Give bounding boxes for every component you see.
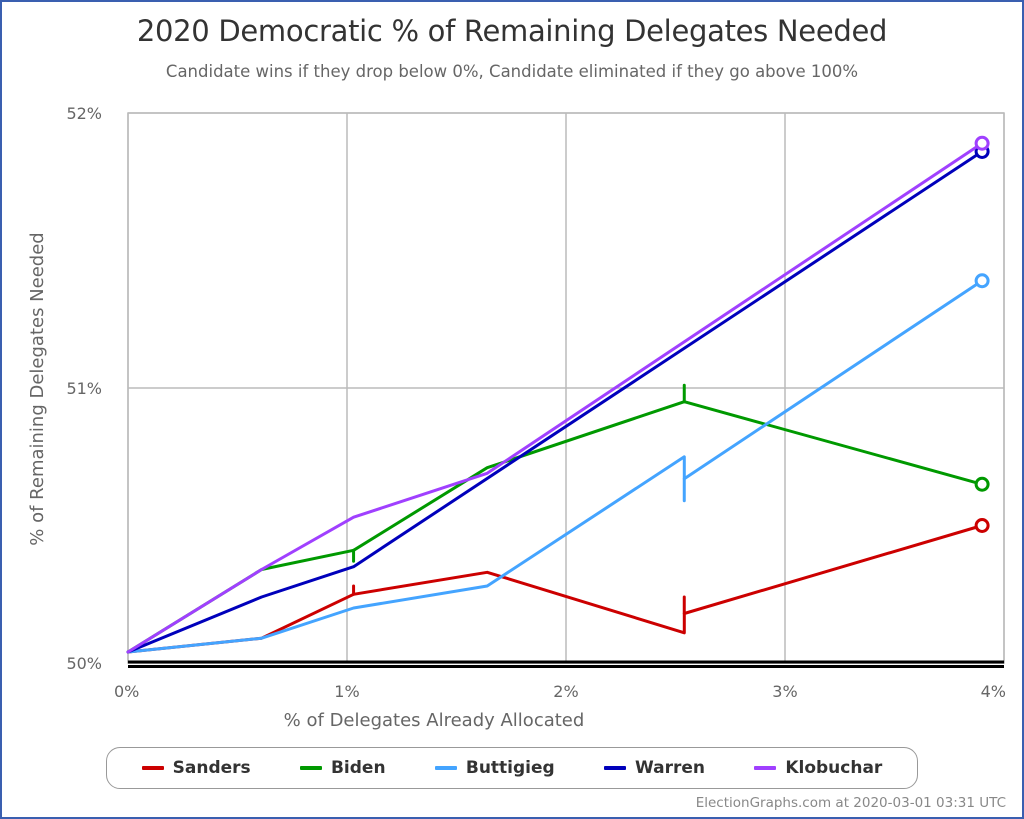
legend-item-sanders[interactable]: Sanders	[141, 758, 251, 778]
y-axis-title: % of Remaining Delegates Needed	[27, 232, 48, 545]
x-axis-title: % of Delegates Already Allocated	[284, 710, 585, 731]
y-tick-label: 51%	[66, 379, 102, 398]
x-tick-label: 4%	[981, 682, 1006, 701]
credit-text: ElectionGraphs.com at 2020-03-01 03:31 U…	[695, 795, 1006, 811]
y-tick-label: 52%	[66, 104, 102, 123]
endpoint-marker	[974, 476, 990, 492]
chart-subtitle: Candidate wins if they drop below 0%, Ca…	[165, 62, 859, 81]
chart-title: 2020 Democratic % of Remaining Delegates…	[136, 14, 888, 48]
endpoint-marker	[974, 273, 990, 289]
x-tick-label: 2%	[553, 682, 578, 701]
legend-swatch-icon	[604, 766, 626, 770]
legend: Sanders Biden Buttigieg Warren Klobuchar	[106, 747, 918, 789]
legend-swatch-icon	[141, 766, 164, 770]
zero-reference-line	[128, 660, 1004, 668]
endpoint-marker	[974, 135, 990, 151]
legend-swatch-icon	[754, 766, 777, 770]
series-lines	[126, 135, 990, 654]
x-tick-label: 3%	[772, 682, 797, 701]
y-axis-ticks: 50% 51% 52%	[66, 104, 102, 673]
legend-item-biden[interactable]: Biden	[299, 758, 386, 778]
legend-label: Klobuchar	[785, 758, 883, 778]
gridlines	[127, 112, 1005, 664]
x-tick-label: 1%	[334, 682, 359, 701]
series-klobuchar	[126, 135, 990, 654]
legend-label: Biden	[330, 758, 386, 778]
series-buttigieg	[126, 273, 990, 654]
y-tick-label: 50%	[66, 654, 102, 673]
legend-label: Warren	[635, 758, 706, 778]
x-tick-label: 0%	[114, 682, 139, 701]
legend-label: Sanders	[172, 758, 251, 778]
series-warren	[126, 144, 990, 654]
x-axis-ticks: 0% 1% 2% 3% 4%	[114, 682, 1006, 701]
legend-item-warren[interactable]: Warren	[604, 758, 705, 778]
endpoint-marker	[974, 518, 990, 533]
legend-item-klobuchar[interactable]: Klobuchar	[754, 758, 882, 778]
legend-swatch-icon	[434, 766, 457, 770]
legend-label: Buttigieg	[465, 758, 555, 778]
legend-swatch-icon	[299, 766, 322, 770]
legend-item-buttigieg[interactable]: Buttigieg	[434, 758, 555, 778]
